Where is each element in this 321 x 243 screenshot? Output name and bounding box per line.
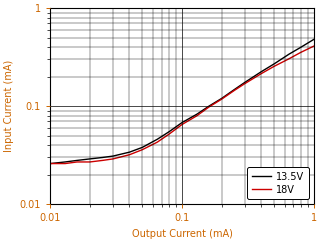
13.5V xyxy=(299,46,303,49)
Line: 13.5V: 13.5V xyxy=(50,39,314,164)
18V xyxy=(101,159,105,162)
13.5V xyxy=(259,70,263,73)
18V xyxy=(299,51,303,54)
18V xyxy=(195,114,199,117)
Line: 18V: 18V xyxy=(50,46,314,164)
Legend: 13.5V, 18V: 13.5V, 18V xyxy=(247,167,309,200)
18V xyxy=(207,106,211,109)
13.5V xyxy=(287,53,291,56)
13.5V xyxy=(63,160,67,163)
18V xyxy=(140,148,144,151)
13.5V xyxy=(140,146,144,149)
13.5V xyxy=(127,151,131,154)
13.5V xyxy=(75,159,79,162)
18V xyxy=(287,57,291,60)
Y-axis label: Input Current (mA): Input Current (mA) xyxy=(4,60,14,152)
18V xyxy=(232,89,236,92)
13.5V xyxy=(111,155,115,157)
13.5V xyxy=(272,62,276,65)
18V xyxy=(220,98,223,101)
X-axis label: Output Current (mA): Output Current (mA) xyxy=(132,229,232,239)
18V xyxy=(63,162,67,165)
18V xyxy=(312,45,316,48)
13.5V xyxy=(88,157,92,160)
18V xyxy=(111,157,115,160)
13.5V xyxy=(167,130,171,133)
18V xyxy=(259,72,263,75)
18V xyxy=(127,153,131,156)
18V xyxy=(180,123,184,126)
13.5V xyxy=(48,162,52,165)
13.5V xyxy=(232,88,236,91)
13.5V xyxy=(180,121,184,124)
13.5V xyxy=(312,38,316,41)
13.5V xyxy=(195,113,199,116)
18V xyxy=(167,133,171,136)
13.5V xyxy=(155,138,159,141)
13.5V xyxy=(220,97,223,100)
13.5V xyxy=(207,105,211,108)
18V xyxy=(243,82,247,85)
13.5V xyxy=(101,156,105,159)
18V xyxy=(88,160,92,163)
18V xyxy=(272,65,276,68)
18V xyxy=(48,162,52,165)
13.5V xyxy=(243,81,247,84)
18V xyxy=(75,160,79,163)
18V xyxy=(155,141,159,144)
